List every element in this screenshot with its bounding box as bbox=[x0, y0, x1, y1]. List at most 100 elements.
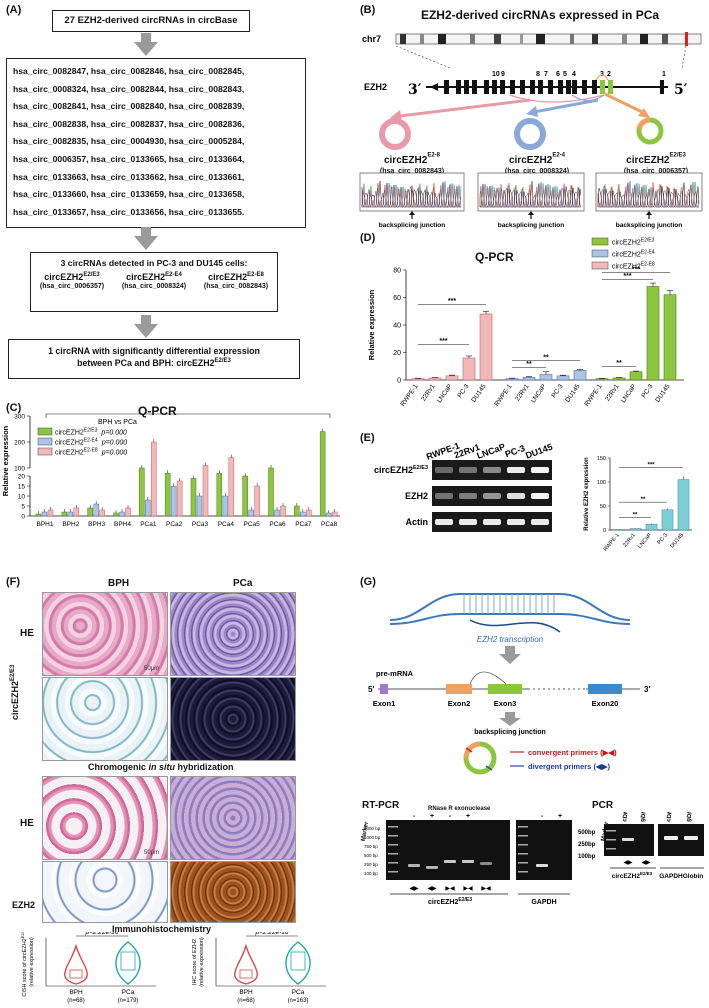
e-gel-band bbox=[507, 467, 525, 473]
c-legend-sup: E2-E8 bbox=[84, 448, 98, 454]
exon-blocks bbox=[444, 80, 664, 94]
circ-sup: E2/E3 bbox=[669, 152, 686, 159]
exon-block bbox=[600, 80, 605, 94]
c-bar bbox=[139, 467, 145, 517]
e-ylabel: Relative EZH2 expression bbox=[584, 457, 590, 531]
junction-arrowhead bbox=[528, 211, 534, 215]
cish-caption-1: Chromogenic bbox=[88, 762, 149, 772]
premrna-5prime: 5′ bbox=[368, 685, 374, 694]
e-gel-band bbox=[435, 493, 453, 499]
d-sig-label: ** bbox=[543, 354, 549, 361]
circ-name: circEZH2 bbox=[626, 155, 670, 166]
step3-item: circEZH2E2/E3 (hsa_circ_0006357) bbox=[40, 272, 104, 290]
c-ytick-label: 15 bbox=[18, 484, 26, 491]
zoom-line-left bbox=[395, 45, 451, 69]
violin-group-label: BPH bbox=[239, 989, 253, 996]
d-legend-name: circEZH2 bbox=[612, 264, 641, 271]
pcr-gel-2 bbox=[658, 824, 704, 856]
rt-primer-glyph: ▶◀ bbox=[481, 885, 491, 892]
pcr-title: PCR bbox=[592, 800, 614, 811]
exon-block bbox=[510, 80, 515, 94]
convergent-label: convergent primers (▶◀) bbox=[528, 748, 617, 757]
c-ylabel: Relative expression bbox=[1, 425, 10, 496]
cish-caption-3: hybridization bbox=[175, 762, 234, 772]
exon-block bbox=[572, 80, 577, 94]
pcr-lane-label: gDNA bbox=[640, 812, 649, 822]
circ-id-line: hsa_circ_0082838, hsa_circ_0082837, hsa_… bbox=[13, 118, 245, 129]
e-bar bbox=[645, 523, 658, 531]
c-bar bbox=[280, 505, 286, 517]
c-bar bbox=[202, 465, 209, 517]
d-sig-label: ** bbox=[526, 361, 532, 368]
d-xtick-label: 22Rv1 bbox=[420, 383, 437, 403]
panel-c-label: (C) bbox=[6, 402, 22, 414]
chromosome-band bbox=[420, 34, 424, 44]
gene-5prime: 5′ bbox=[674, 82, 688, 98]
c-legend-title: BPH vs PCa bbox=[98, 419, 137, 426]
e-gel-band bbox=[459, 467, 477, 473]
violin-pca-box bbox=[290, 951, 306, 971]
circ-id-list: hsa_circ_0082847, hsa_circ_0082846, hsa_… bbox=[6, 58, 306, 228]
chromosome-band bbox=[470, 34, 475, 44]
chromatogram-trace bbox=[597, 182, 700, 208]
gene-structure-diagram: chr7 EZH2 3′ 5′ 10 9 8 7 6 5 4 3 2 1 bbox=[362, 32, 702, 150]
circ-name-label: circEZH2E2-8 (hsa_circ_0082843) bbox=[362, 150, 462, 175]
pcr-band bbox=[664, 836, 678, 840]
transcription-label: EZH2 transcription bbox=[477, 635, 544, 644]
chromosome-band bbox=[662, 34, 668, 44]
chromosome-band bbox=[494, 34, 501, 44]
e-row-label: EZH2 bbox=[405, 491, 428, 501]
row-cish-sup: E2/E3 bbox=[10, 664, 16, 681]
step4-line2: between PCa and BPH: circEZH2 bbox=[77, 358, 215, 368]
c-bar bbox=[73, 507, 80, 517]
chromosome-band bbox=[400, 34, 406, 44]
violin-ylabel-text: CISH score of circEZH2 bbox=[22, 938, 28, 996]
c-xtick-label: PCa2 bbox=[166, 521, 183, 528]
d-xtick-label: RWPE-1 bbox=[583, 383, 603, 408]
g-junction-label: backsplicing junction bbox=[474, 729, 546, 736]
c-legend-p: p=0.000 bbox=[101, 440, 128, 447]
he-pca-image bbox=[170, 592, 296, 676]
row-he-2: HE bbox=[20, 818, 34, 829]
c-bar bbox=[170, 485, 177, 517]
arrowhead-e23 bbox=[638, 108, 650, 118]
e-ytick-label: 150 bbox=[597, 456, 606, 462]
row-he-1: HE bbox=[20, 628, 34, 639]
chromosome-band bbox=[520, 34, 523, 44]
rna-strand bbox=[469, 619, 561, 633]
pcr-band bbox=[684, 836, 698, 840]
violin-pca-box bbox=[120, 951, 136, 971]
exon-block bbox=[660, 80, 664, 94]
g-circ-exon2 bbox=[463, 741, 481, 759]
d-bar bbox=[522, 376, 536, 381]
junction-label: backsplicing junction bbox=[498, 222, 564, 229]
d-bar bbox=[595, 378, 609, 381]
ihc-pca-image bbox=[170, 861, 296, 923]
e-gel-band bbox=[531, 519, 549, 525]
c-bar bbox=[176, 480, 183, 517]
exon-number: 1 bbox=[662, 71, 666, 78]
row-cish-text: circEZH2 bbox=[10, 680, 20, 720]
exon-block bbox=[464, 80, 469, 94]
e-xtick-label: 22Rv1 bbox=[622, 532, 637, 548]
rt-ladder-band bbox=[518, 853, 528, 855]
e-ytick-label: 0 bbox=[603, 528, 606, 534]
exon-numbers: 10 9 8 7 6 5 4 3 2 1 bbox=[492, 71, 666, 78]
c-legend-p: p=0.000 bbox=[100, 430, 127, 437]
e-gel-band bbox=[507, 519, 525, 525]
d-bar bbox=[505, 378, 519, 381]
violin-group-n: (n=68) bbox=[67, 998, 85, 1004]
circ-id-line: hsa_circ_0133663, hsa_circ_0133662, hsa_… bbox=[13, 171, 245, 182]
c-bar bbox=[196, 495, 203, 517]
rt-ladder-band bbox=[518, 871, 528, 873]
c-xtick-label: PCa8 bbox=[321, 521, 338, 528]
chromatogram-trace bbox=[362, 180, 461, 208]
d-ytick-label: 20 bbox=[393, 350, 401, 357]
rt-ladder-label: 250 bp bbox=[364, 862, 378, 867]
d-ytick-label: 60 bbox=[393, 295, 401, 302]
c-xtick-label: BPH1 bbox=[37, 521, 54, 528]
panel-c-title: Q-PCR bbox=[138, 404, 177, 418]
panel-d-title: Q-PCR bbox=[475, 250, 514, 264]
gene-3prime: 3′ bbox=[408, 82, 422, 98]
